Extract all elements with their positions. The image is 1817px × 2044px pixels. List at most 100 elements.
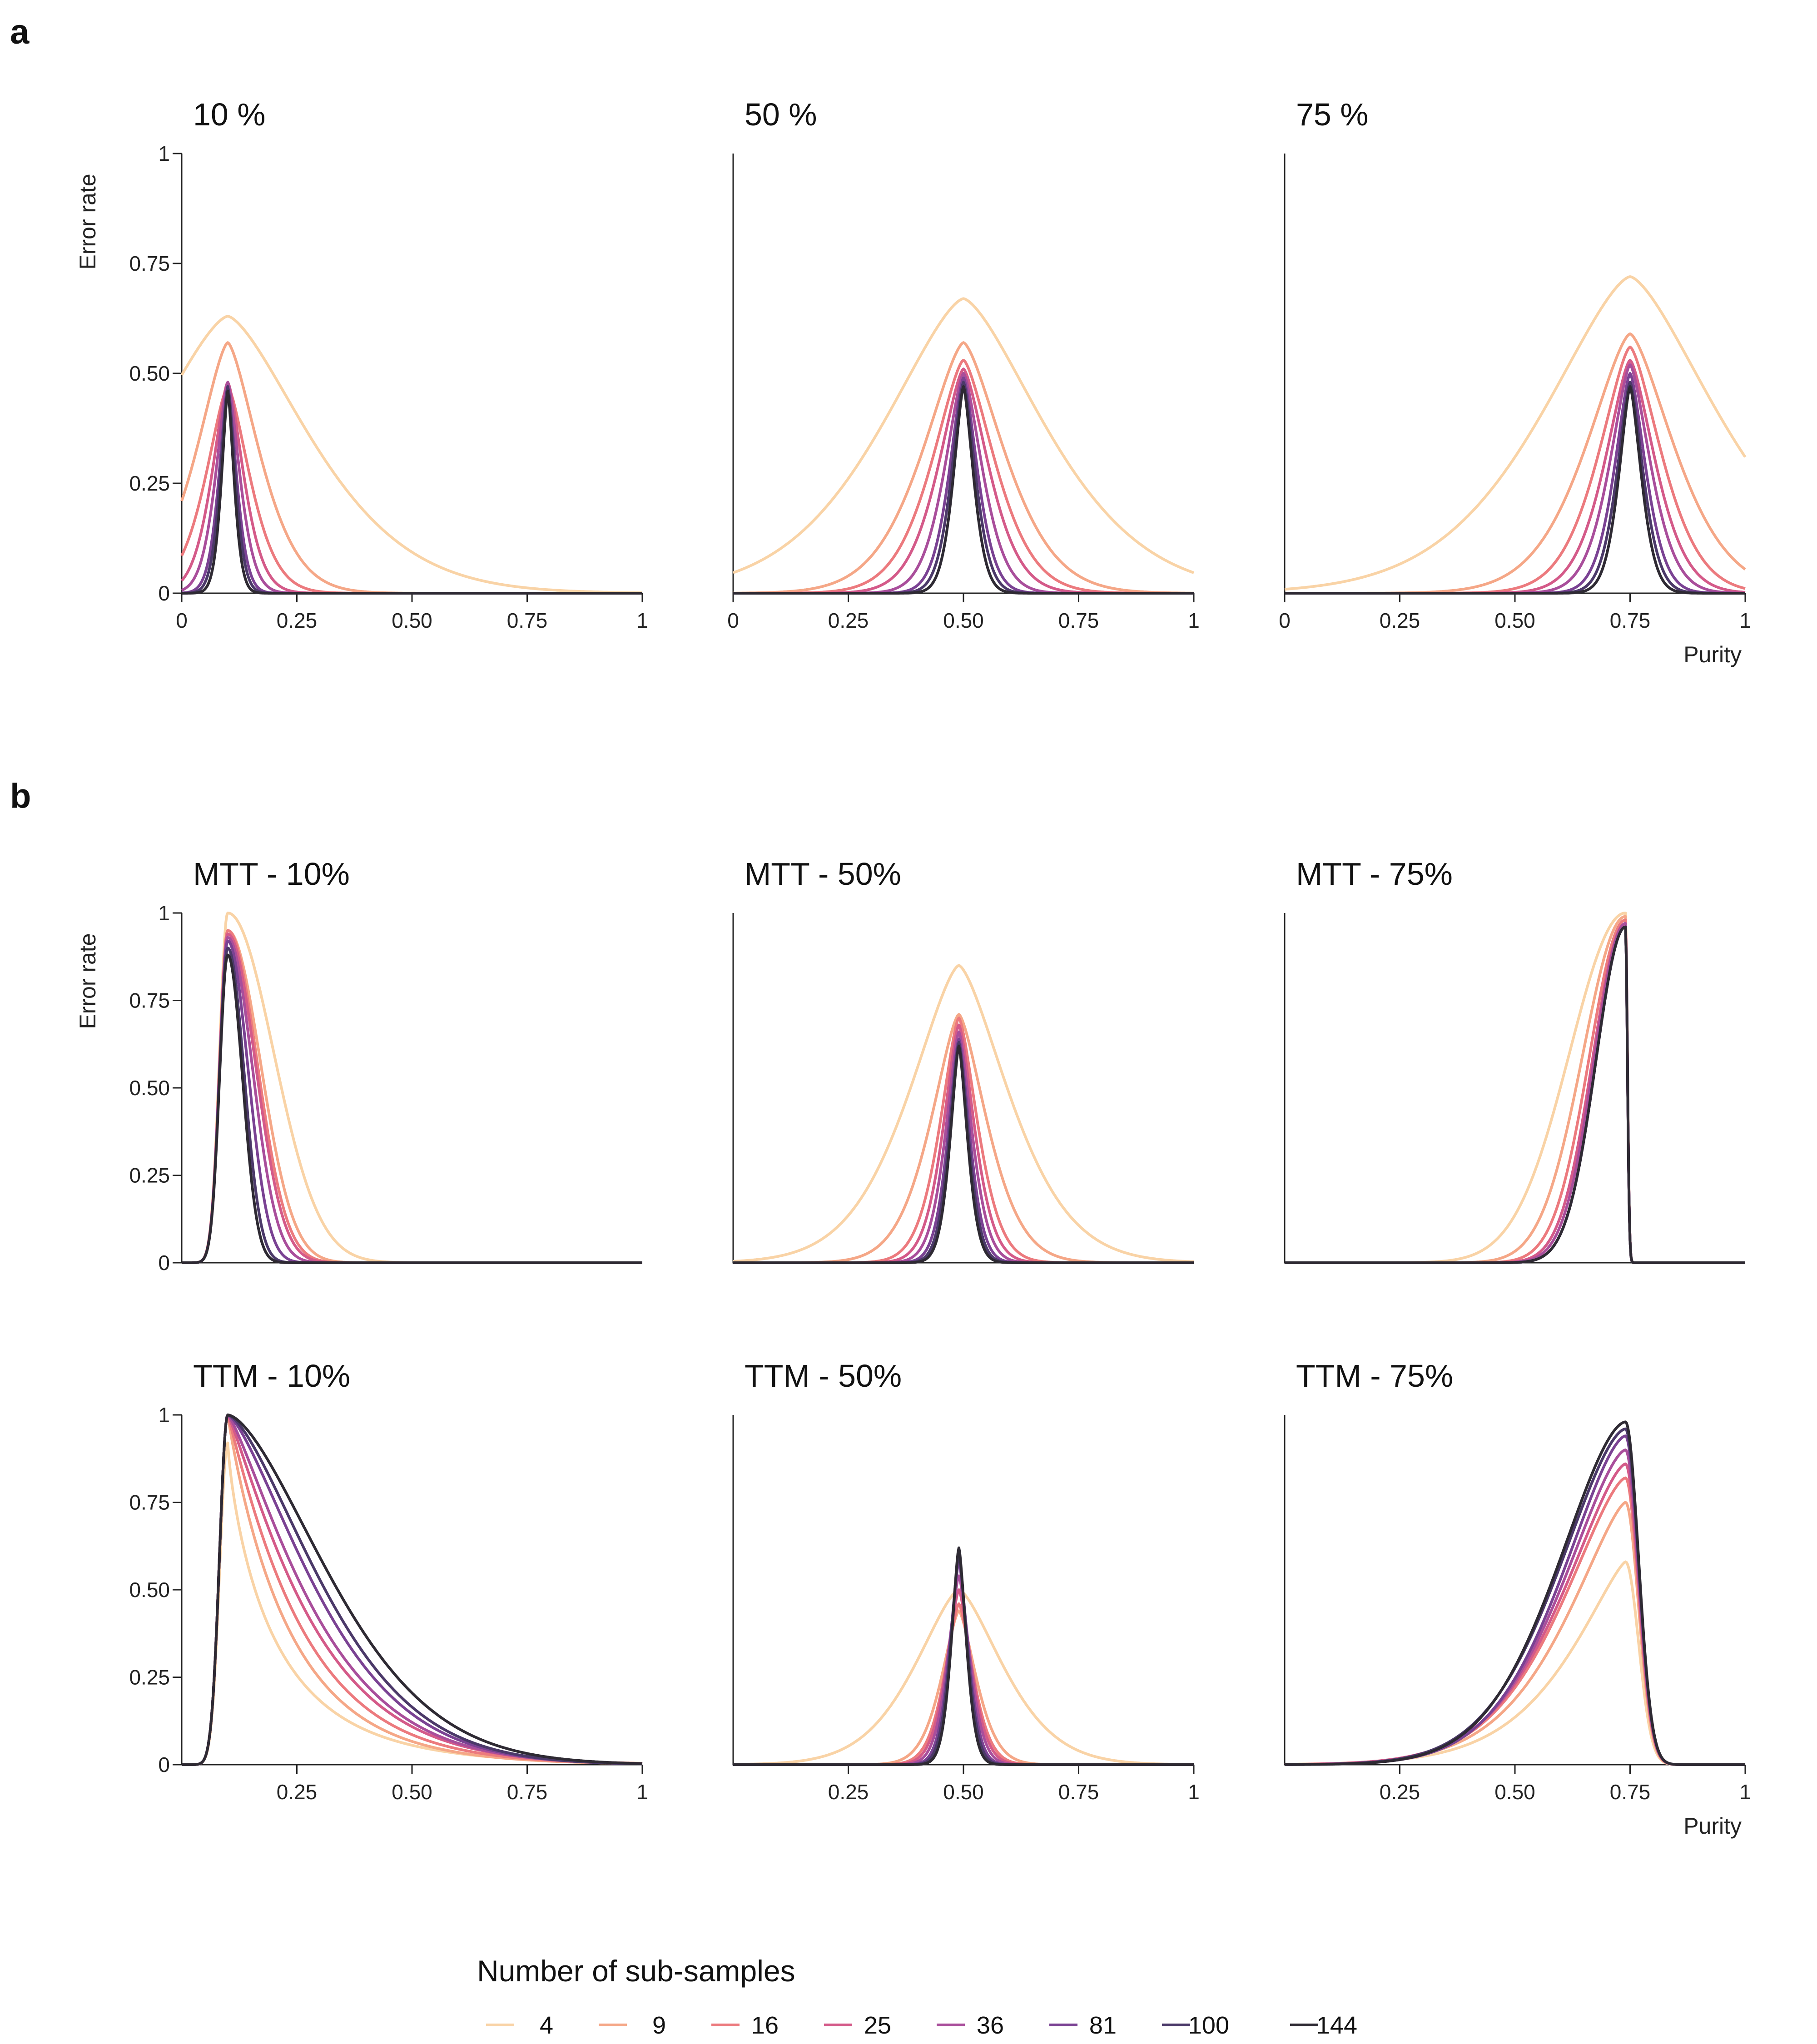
legend-label-100: 100: [1188, 2012, 1229, 2039]
x-tick-label: 0.75: [507, 609, 548, 632]
panel-label-b: b: [10, 777, 31, 815]
series-line-4: [1284, 275, 1747, 591]
panel-b-ttm-75pct: TTM - 75% 0.25 0.50 0.75 1 Purity: [1284, 1358, 1751, 1839]
x-tick-label: 0.75: [1058, 1780, 1099, 1804]
y-tick-label: 0.25: [129, 1666, 170, 1689]
panel-a-75pct: 75 % 0 0.25 0.50 0.75 1 Purity: [1279, 97, 1751, 667]
series-line-36: [733, 372, 1194, 595]
y-tick-label: 1: [158, 142, 170, 165]
y-tick-label: 0.25: [129, 1164, 170, 1187]
x-tick-label: 1: [1188, 1780, 1200, 1804]
x-tick-label: 0.75: [507, 1780, 548, 1804]
panel-b-ttm-10pct: TTM - 10% 0 0.25 0.50 0.75 1 0.25 0.50 0.75 1: [129, 1358, 648, 1804]
x-tick-label: 0.50: [943, 1780, 984, 1804]
series-line-9: [1284, 915, 1746, 1264]
y-tick-label: 0: [158, 1251, 170, 1275]
x-tick-label: 1: [636, 609, 648, 632]
x-tick-label: 1: [1739, 1780, 1751, 1804]
series-line-4: [180, 315, 643, 594]
legend-label-9: 9: [652, 2012, 666, 2039]
series-line-16: [733, 359, 1194, 595]
series-line-100: [1284, 1427, 1746, 1766]
x-tick-label: 0.50: [1494, 609, 1535, 632]
series-line-144: [181, 1414, 643, 1766]
y-axis-label: Error rate: [75, 933, 100, 1029]
panel-title: 10 %: [193, 97, 266, 132]
y-tick-label: 0.50: [129, 1076, 170, 1100]
series-line-36: [1284, 363, 1746, 595]
series-line-9: [1284, 332, 1746, 595]
x-tick-label: 0.50: [943, 609, 984, 632]
series-line-144: [181, 953, 643, 1264]
series-line-4: [1284, 912, 1746, 1264]
x-tick-label: 0: [176, 609, 188, 632]
panel-a-10pct: 10 % 0 0.25 0.50 0.75 1 0 0.25 0.50 0.75 1 Error ra…: [75, 97, 648, 632]
series-line-9: [733, 1609, 1194, 1766]
series-line-144: [733, 1044, 1194, 1264]
y-tick-label: 0.75: [129, 252, 170, 275]
legend-title: Number of sub-samples: [477, 1954, 795, 1988]
x-tick-label: 0.75: [1058, 609, 1099, 632]
legend-label-4: 4: [540, 2012, 553, 2039]
panel-b-mtt-75pct: MTT - 75%: [1284, 856, 1746, 1264]
panel-b-mtt-10pct: MTT - 10% 0 0.25 0.50 0.75 1 Error rate: [75, 856, 643, 1275]
legend-label-144: 144: [1316, 2012, 1357, 2039]
y-tick-label: 0.75: [129, 989, 170, 1012]
panel-b-mtt-50pct: MTT - 50%: [732, 856, 1194, 1264]
panel-title: TTM - 75%: [1296, 1358, 1453, 1394]
series-line-9: [733, 341, 1194, 595]
x-tick-label: 1: [636, 1780, 648, 1804]
series-line-25: [1284, 1462, 1746, 1766]
panel-title: 50 %: [745, 97, 817, 132]
x-axis-label: Purity: [1683, 642, 1742, 667]
series-line-144: [181, 389, 643, 595]
series-line-16: [733, 1602, 1194, 1766]
series-line-25: [1284, 922, 1746, 1264]
series-line-144: [733, 1546, 1194, 1766]
y-tick-label: 1: [158, 901, 170, 925]
x-tick-label: 0.25: [1380, 1780, 1420, 1804]
series-line-4: [1284, 1560, 1746, 1766]
x-tick-label: 0: [1279, 609, 1291, 632]
series-line-36: [181, 1414, 643, 1766]
x-tick-label: 0.75: [1610, 609, 1651, 632]
panel-title: 75 %: [1296, 97, 1369, 132]
series-line-100: [733, 381, 1194, 595]
series-line-9: [180, 341, 643, 595]
panel-label-a: a: [10, 13, 30, 51]
series-line-16: [1284, 1476, 1746, 1766]
panel-b-ttm-50pct: TTM - 50% 0.25 0.50 0.75 1: [732, 1358, 1200, 1804]
x-tick-label: 0.25: [277, 609, 318, 632]
legend-label-16: 16: [751, 2012, 779, 2039]
panel-title: TTM - 10%: [193, 1358, 350, 1394]
series-line-4: [181, 1441, 643, 1766]
panel-title: MTT - 75%: [1296, 856, 1453, 892]
x-tick-label: 1: [1739, 609, 1751, 632]
y-tick-label: 0.25: [129, 471, 170, 495]
x-axis-label: Purity: [1683, 1813, 1742, 1839]
y-axis-label: Error rate: [75, 174, 100, 269]
series-line-36: [1284, 922, 1746, 1264]
series-line-81: [733, 376, 1194, 595]
x-tick-label: 0.75: [1610, 1780, 1651, 1804]
series-line-81: [181, 939, 643, 1264]
legend-label-36: 36: [977, 2012, 1004, 2039]
y-tick-label: 0: [158, 1753, 170, 1776]
series-line-144: [1284, 385, 1746, 595]
series-line-144: [733, 385, 1194, 595]
series-line-4: [733, 297, 1194, 574]
x-tick-label: 0.50: [392, 1780, 432, 1804]
y-tick-label: 0.50: [129, 362, 170, 385]
series-line-9: [1284, 1501, 1746, 1766]
x-tick-label: 0.25: [828, 1780, 869, 1804]
legend-label-81: 81: [1089, 2012, 1117, 2039]
x-tick-label: 1: [1188, 609, 1200, 632]
legend-label-25: 25: [864, 2012, 891, 2039]
y-tick-label: 1: [158, 1403, 170, 1427]
panel-title: TTM - 50%: [745, 1358, 902, 1394]
x-tick-label: 0.50: [1494, 1780, 1535, 1804]
series-line-4: [733, 964, 1194, 1263]
series-line-25: [733, 367, 1194, 595]
x-tick-label: 0.25: [1380, 609, 1420, 632]
